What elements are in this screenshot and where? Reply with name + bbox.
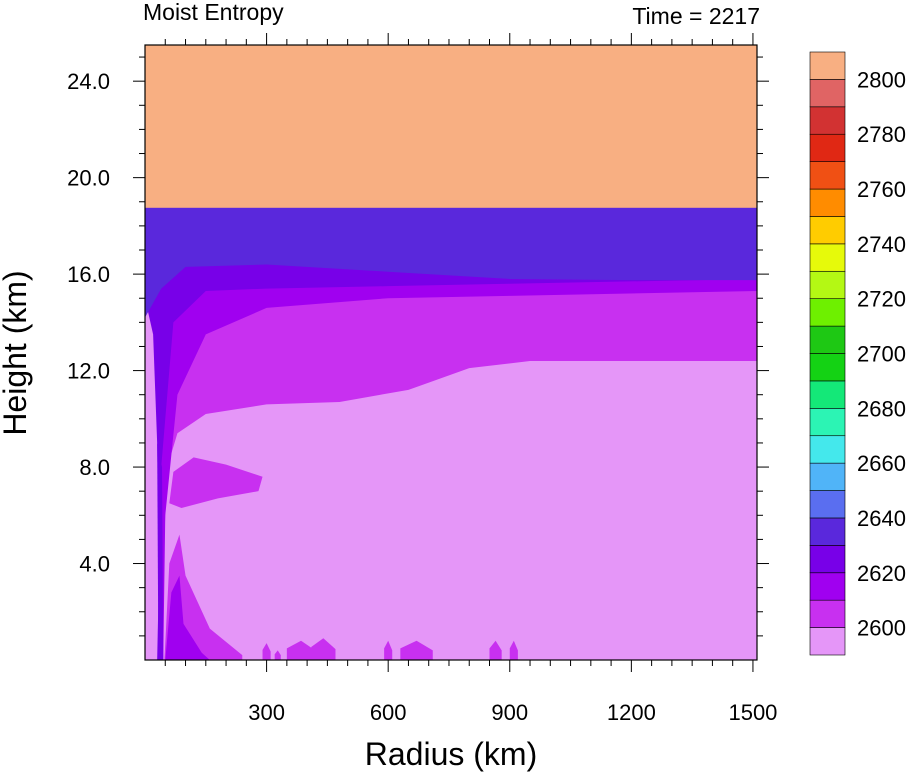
y-tick-label: 4.0 (79, 552, 110, 577)
colorbar-label: 2680 (857, 396, 906, 421)
field-surface-patch (400, 640, 433, 660)
colorbar-swatch (809, 270, 846, 299)
title-right: Time = 2217 (632, 3, 760, 29)
colorbar: 2600 2620 2640 2660 2680 2700 2720 2740 2760 2780… (809, 51, 906, 656)
field-surface-patch (286, 640, 316, 660)
colorbar-label: 2800 (857, 67, 906, 92)
x-axis: 300 600 900 1200 1500 (164, 33, 777, 725)
colorbar-label: 2760 (857, 177, 906, 202)
x-tick-label: 900 (491, 700, 528, 725)
colorbar-swatch (809, 216, 846, 245)
colorbar-label: 2780 (857, 122, 906, 147)
y-axis-label: Height (km) (0, 270, 33, 435)
colorbar-swatch (809, 325, 846, 354)
colorbar-swatch (809, 462, 846, 491)
colorbar-swatch (809, 79, 846, 108)
colorbar-swatch (809, 298, 846, 327)
colorbar-swatch (809, 408, 846, 437)
colorbar-swatch (809, 106, 846, 135)
field-band-tropopause (145, 206, 757, 318)
colorbar-label: 2660 (857, 451, 906, 476)
colorbar-label: 2700 (857, 342, 906, 367)
colorbar-label: 2600 (857, 616, 906, 641)
field-surface-patch (274, 650, 281, 660)
field-surface-patch (384, 640, 393, 660)
colorbar-label: 2620 (857, 561, 906, 586)
x-axis-label: Radius (km) (365, 736, 537, 772)
field-eye (145, 298, 160, 660)
x-tick-label: 600 (370, 700, 407, 725)
colorbar-swatch (809, 545, 846, 574)
colorbar-swatch (809, 435, 846, 464)
field-band-2610 (145, 286, 757, 612)
plot-frame (144, 44, 758, 661)
x-tick-label: 300 (248, 700, 285, 725)
colorbar-swatch (809, 380, 846, 409)
field-midlevel-blob (169, 457, 263, 509)
field-lowlevel-2620 (165, 575, 210, 660)
colorbar-swatch (809, 572, 846, 601)
colorbar-swatch (809, 161, 846, 190)
colorbar-swatch (809, 51, 846, 80)
y-tick-label: 8.0 (79, 455, 110, 480)
colorbar-swatch (809, 353, 846, 382)
contour-field (145, 45, 757, 660)
x-tick-label: 1500 (728, 700, 777, 725)
colorbar-swatch (809, 243, 846, 272)
y-tick-label: 24.0 (67, 69, 110, 94)
field-stratosphere-cap (145, 45, 757, 208)
colorbar-label: 2740 (857, 232, 906, 257)
field-eyewall (157, 442, 164, 660)
plot-border (144, 44, 758, 661)
field-surface-patch (311, 638, 336, 660)
colorbar-swatch (809, 188, 846, 217)
x-tick-label: 1200 (607, 700, 656, 725)
y-tick-label: 12.0 (67, 359, 110, 384)
y-tick-label: 20.0 (67, 166, 110, 191)
field-band-2620 (145, 262, 757, 660)
colorbar-swatch (809, 627, 846, 656)
field-surface-patch (262, 643, 271, 660)
colorbar-swatch (809, 517, 846, 546)
colorbar-swatch (809, 490, 846, 519)
title-left: Moist Entropy (143, 0, 284, 25)
colorbar-swatch (809, 599, 846, 628)
colorbar-label: 2640 (857, 506, 906, 531)
colorbar-label: 2720 (857, 287, 906, 312)
field-surface-patch (509, 640, 518, 660)
colorbar-swatch (809, 133, 846, 162)
field-surface-patch (489, 640, 502, 660)
y-axis: 4.0 8.0 12.0 16.0 20.0 24.0 (67, 56, 769, 637)
y-tick-label: 16.0 (67, 262, 110, 287)
